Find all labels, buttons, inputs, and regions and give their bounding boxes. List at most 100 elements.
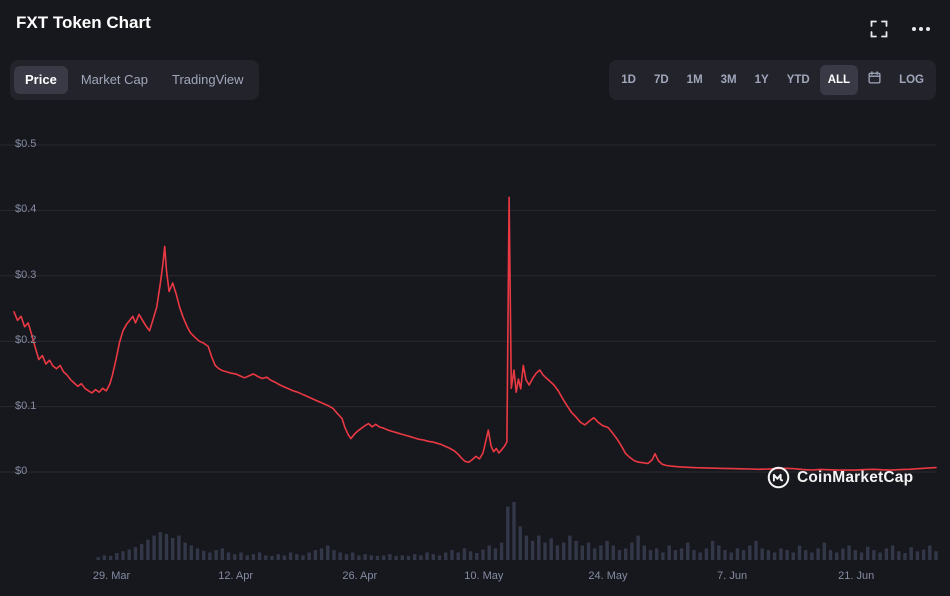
volume-bar xyxy=(878,552,882,560)
volume-bar xyxy=(717,545,721,560)
volume-bar xyxy=(766,550,771,560)
volume-bar xyxy=(133,547,138,560)
volume-bar xyxy=(617,550,622,560)
volume-bar xyxy=(593,548,597,560)
range-selector: 1D 7D 1M 3M 1Y YTD ALL LOG xyxy=(609,60,936,100)
tab-tradingview[interactable]: TradingView xyxy=(161,66,255,94)
volume-bar xyxy=(108,555,113,560)
volume-bar xyxy=(394,555,398,560)
range-ytd[interactable]: YTD xyxy=(779,65,818,95)
volume-bar xyxy=(437,555,442,560)
chart-type-tabs: Price Market Cap TradingView xyxy=(10,60,259,100)
volume-bar xyxy=(295,554,299,560)
calendar-icon[interactable] xyxy=(860,64,889,96)
volume-bar xyxy=(208,552,212,560)
volume-bar xyxy=(127,549,131,560)
coinmarketcap-logo xyxy=(767,466,790,489)
volume-bar xyxy=(257,552,262,560)
volume-bar xyxy=(202,550,206,560)
volume-bar xyxy=(785,550,789,560)
volume-bar xyxy=(909,547,913,560)
log-toggle[interactable]: LOG xyxy=(891,65,932,95)
volume-bar xyxy=(251,554,256,560)
volume-bar xyxy=(810,552,814,560)
volume-bar xyxy=(270,555,274,560)
fullscreen-icon[interactable] xyxy=(870,20,888,38)
volume-bar xyxy=(524,535,529,560)
tab-market-cap[interactable]: Market Cap xyxy=(70,66,159,94)
volume-bar xyxy=(462,548,467,560)
volume-bar xyxy=(307,552,311,560)
volume-bar xyxy=(189,545,193,560)
volume-bar xyxy=(673,550,678,560)
volume-bar xyxy=(655,548,659,560)
volume-bar xyxy=(816,548,820,560)
volume-bar xyxy=(140,543,144,560)
volume-bar xyxy=(723,550,727,560)
volume-bar xyxy=(648,550,653,560)
watermark-text: CoinMarketCap xyxy=(797,468,914,486)
volume-bar xyxy=(164,533,169,560)
volume-bar xyxy=(369,555,373,560)
volume-bar xyxy=(921,549,926,560)
volume-bar xyxy=(499,542,504,560)
volume-bar xyxy=(338,552,342,560)
volume-bar xyxy=(146,539,150,560)
volume-bar xyxy=(456,552,460,560)
range-3m[interactable]: 3M xyxy=(713,65,745,95)
volume-bar xyxy=(264,555,268,560)
volume-bar xyxy=(319,548,324,560)
volume-bar xyxy=(121,551,125,560)
volume-bar xyxy=(220,548,224,560)
volume-bar xyxy=(779,548,783,560)
page-title: FXT Token Chart xyxy=(16,13,151,32)
volume-bar xyxy=(493,548,498,560)
volume-bar xyxy=(450,550,454,560)
volume-bar xyxy=(276,554,280,560)
volume-bar xyxy=(543,542,547,560)
tab-price[interactable]: Price xyxy=(14,66,68,94)
range-1d[interactable]: 1D xyxy=(613,65,644,95)
volume-bar xyxy=(748,545,752,560)
volume-bar xyxy=(326,545,330,560)
window-actions xyxy=(870,20,930,38)
price-line xyxy=(13,196,937,471)
volume-bar xyxy=(624,548,628,560)
volume-bar xyxy=(642,545,646,560)
ellipsis-dots xyxy=(912,27,930,31)
volume-bar xyxy=(580,545,584,560)
volume-bar xyxy=(549,538,553,560)
volume-bar xyxy=(562,542,566,560)
volume-bar xyxy=(444,552,448,560)
range-7d[interactable]: 7D xyxy=(646,65,677,95)
volume-bar xyxy=(301,555,305,560)
more-options-icon[interactable] xyxy=(912,27,930,31)
volume-bar xyxy=(686,542,690,560)
header: FXT Token Chart xyxy=(0,0,950,52)
volume-bar xyxy=(177,535,181,560)
volume-bar xyxy=(413,554,417,560)
volume-bar xyxy=(195,548,200,560)
volume-bar xyxy=(847,545,851,560)
volume-bar xyxy=(512,502,516,560)
volume-bar xyxy=(754,540,758,560)
volume-bar xyxy=(698,552,702,560)
volume-bar xyxy=(791,552,795,560)
volume-bar xyxy=(382,555,386,560)
volume-bar xyxy=(351,552,355,560)
volume-bar xyxy=(388,554,392,560)
volume-bar xyxy=(239,552,243,560)
range-1y[interactable]: 1Y xyxy=(747,65,777,95)
volume-bar xyxy=(115,553,119,560)
volume-bar xyxy=(468,551,473,560)
range-1m[interactable]: 1M xyxy=(679,65,711,95)
volume-bar xyxy=(158,532,162,560)
volume-bar xyxy=(915,551,920,560)
volume-bar xyxy=(822,542,826,560)
volume-bar xyxy=(171,538,175,560)
volume-bar xyxy=(692,550,696,560)
volume-bar xyxy=(586,542,591,560)
range-all[interactable]: ALL xyxy=(819,65,859,95)
volume-bar xyxy=(400,555,404,560)
